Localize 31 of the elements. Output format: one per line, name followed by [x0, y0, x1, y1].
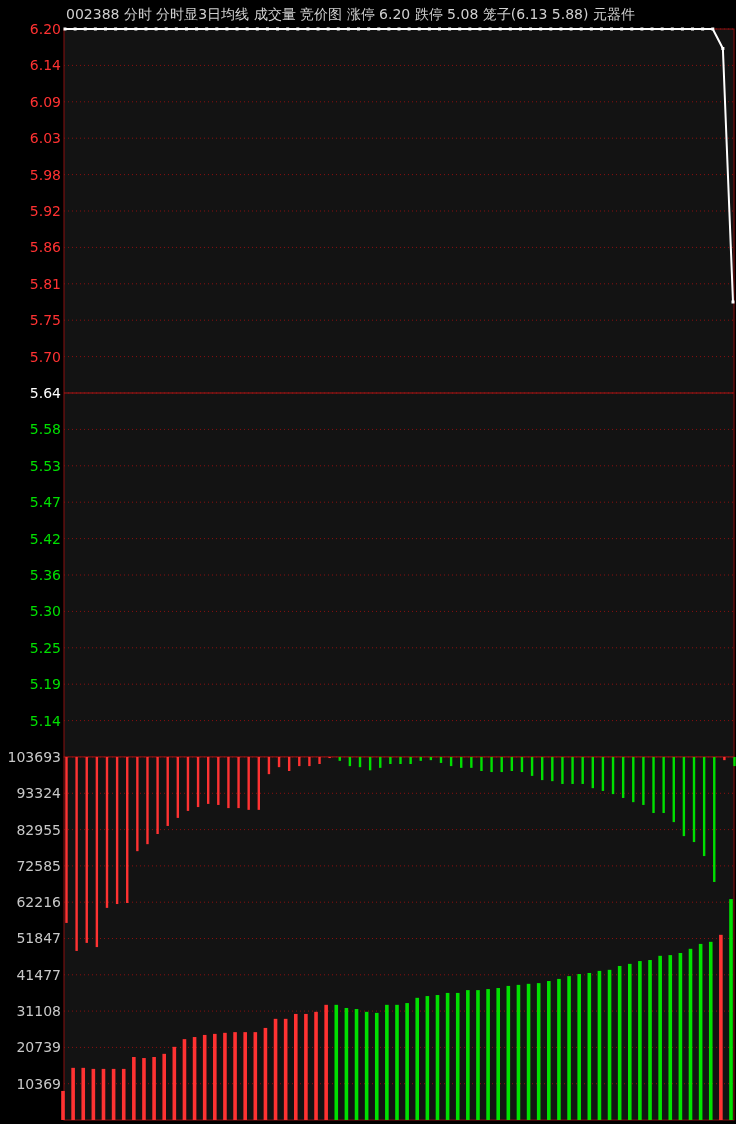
- y-tick-label: 5.47: [29, 494, 61, 511]
- y-tick-label: 62216: [16, 894, 62, 911]
- y-tick-label: 5.86: [29, 239, 62, 256]
- y-tick-label: 5.81: [29, 275, 61, 292]
- y-tick-label: 41477: [16, 966, 61, 983]
- y-tick-label: 5.75: [29, 312, 61, 329]
- y-tick-label: 6.03: [29, 130, 61, 147]
- y-tick-label: 5.14: [29, 712, 62, 729]
- y-tick-label: 6.20: [29, 21, 61, 37]
- y-tick-label: 5.58: [29, 421, 61, 438]
- y-tick-label: 5.98: [29, 166, 61, 183]
- y-tick-label: 5.36: [29, 567, 62, 583]
- y-tick-label: 72585: [16, 857, 61, 874]
- y-tick-label: 10369: [16, 1075, 61, 1092]
- y-tick-label: 103693: [7, 749, 61, 765]
- y-tick-label: 5.53: [29, 457, 61, 474]
- y-tick-label: 5.42: [29, 530, 61, 547]
- y-tick-label: 5.25: [29, 639, 61, 656]
- y-tick-label: 5.19: [29, 676, 61, 693]
- y-tick-label: 5.64: [29, 385, 62, 401]
- y-tick-label: 5.92: [29, 203, 61, 219]
- y-tick-label: 6.09: [29, 93, 61, 110]
- chart-title: 002388 分时 分时显3日均线 成交量 竞价图 涨停 6.20 跌停 5.08 笼子(6.13 5.88) 元器件: [66, 6, 635, 22]
- y-tick-label: 82955: [16, 821, 61, 838]
- y-tick-label: 6.14: [29, 57, 62, 74]
- y-tick-label: 31108: [16, 1003, 61, 1020]
- y-tick-label: 93324: [16, 785, 62, 802]
- y-tick-label: 5.70: [29, 348, 61, 365]
- y-tick-label: 51847: [16, 930, 61, 947]
- y-tick-label: 20739: [16, 1039, 61, 1056]
- y-tick-label: 5.30: [29, 603, 61, 620]
